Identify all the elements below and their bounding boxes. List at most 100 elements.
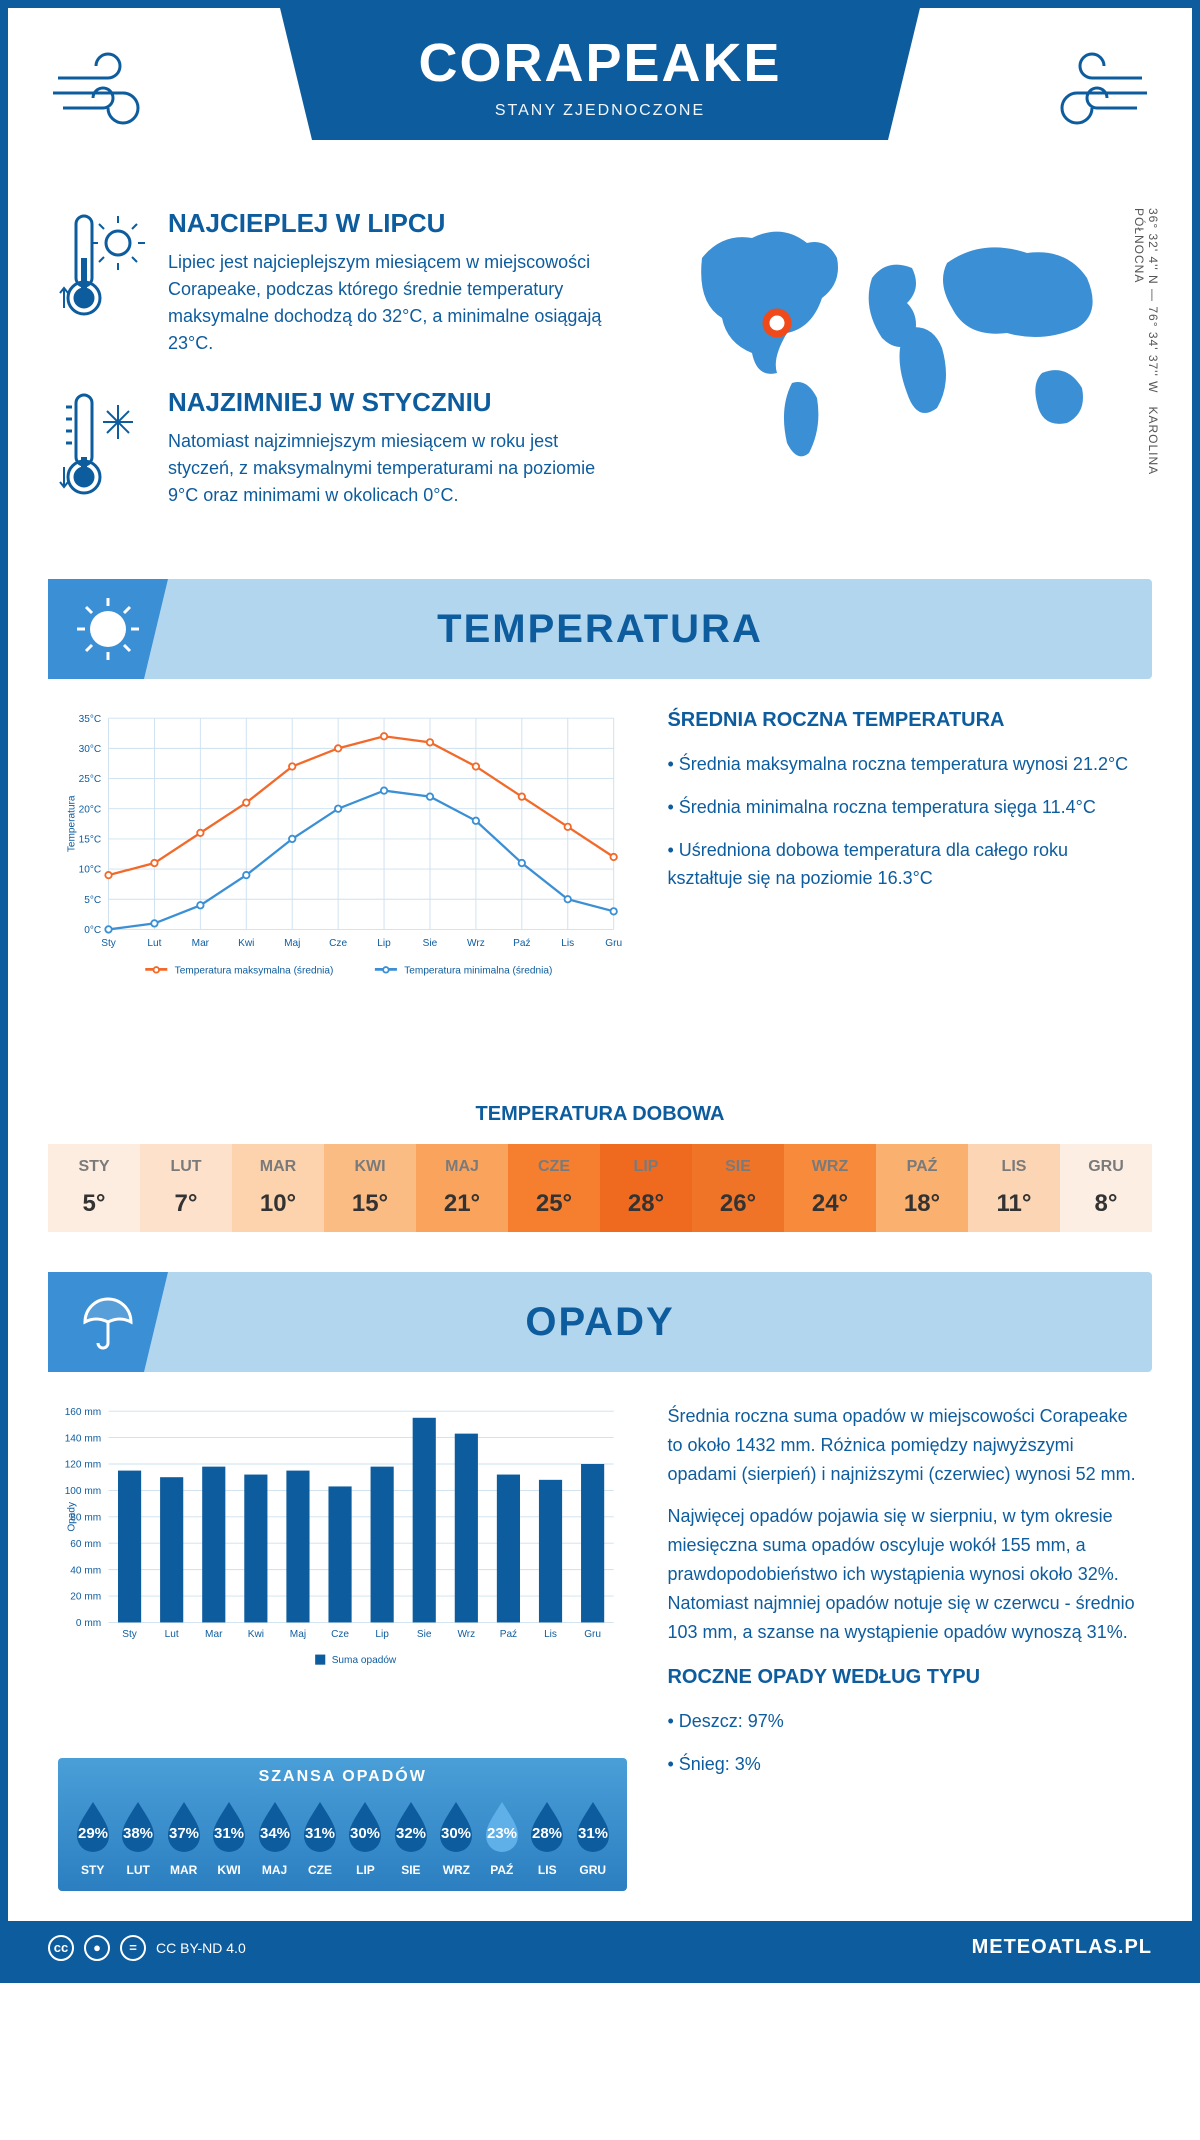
rain-chance-heading: SZANSA OPADÓW: [70, 1768, 615, 1786]
svg-text:Wrz: Wrz: [457, 1629, 475, 1640]
precip-type-rain: • Deszcz: 97%: [667, 1707, 1142, 1736]
license-text: CC BY-ND 4.0: [156, 1940, 246, 1956]
hottest-title: NAJCIEPLEJ W LIPCU: [168, 208, 622, 239]
svg-text:Paź: Paź: [513, 938, 530, 949]
svg-text:Lis: Lis: [561, 938, 574, 949]
temperature-chart: 0°C5°C10°C15°C20°C25°C30°C35°CStyLutMarK…: [58, 709, 627, 1063]
rain-chance-panel: SZANSA OPADÓW 29%STY38%LUT37%MAR31%KWI34…: [58, 1758, 627, 1891]
svg-text:Kwi: Kwi: [238, 938, 254, 949]
temp-summary-heading: ŚREDNIA ROCZNA TEMPERATURA: [667, 709, 1142, 732]
svg-text:5°C: 5°C: [84, 895, 101, 906]
heat-cell: PAŹ18°: [876, 1144, 968, 1232]
rain-drop: 31%CZE: [297, 1798, 342, 1877]
svg-text:40 mm: 40 mm: [70, 1565, 101, 1576]
umbrella-icon: [48, 1272, 168, 1372]
svg-text:Mar: Mar: [192, 938, 210, 949]
intro-section: NAJCIEPLEJ W LIPCU Lipiec jest najcieple…: [8, 188, 1192, 569]
svg-text:Cze: Cze: [329, 938, 347, 949]
heat-cell: LIP28°: [600, 1144, 692, 1232]
sun-icon: [48, 579, 168, 679]
svg-text:37%: 37%: [169, 1825, 199, 1842]
svg-text:Lut: Lut: [147, 938, 161, 949]
world-map: 36° 32' 4'' N — 76° 34' 37'' W KAROLINA …: [662, 208, 1142, 539]
svg-text:10°C: 10°C: [79, 865, 102, 876]
coordinates: 36° 32' 4'' N — 76° 34' 37'' W KAROLINA …: [1132, 208, 1160, 539]
svg-text:Sie: Sie: [417, 1629, 432, 1640]
svg-text:30%: 30%: [350, 1825, 380, 1842]
svg-text:31%: 31%: [305, 1825, 335, 1842]
precipitation-heading: OPADY: [525, 1300, 674, 1345]
svg-text:25°C: 25°C: [79, 774, 102, 785]
title-banner: CORAPEAKE STANY ZJEDNOCZONE: [280, 8, 920, 140]
svg-text:Sie: Sie: [423, 938, 438, 949]
coldest-text: Natomiast najzimniejszym miesiącem w rok…: [168, 428, 622, 509]
svg-text:Suma opadów: Suma opadów: [332, 1655, 397, 1666]
daily-temp-heading: TEMPERATURA DOBOWA: [8, 1103, 1192, 1126]
temperature-summary: ŚREDNIA ROCZNA TEMPERATURA • Średnia mak…: [667, 709, 1142, 1063]
svg-text:100 mm: 100 mm: [65, 1486, 101, 1497]
rain-drop: 34%MAJ: [252, 1798, 297, 1877]
svg-text:Kwi: Kwi: [248, 1629, 264, 1640]
rain-drop: 30%LIP: [343, 1798, 388, 1877]
svg-text:15°C: 15°C: [79, 835, 102, 846]
hottest-text: Lipiec jest najcieplejszym miesiącem w m…: [168, 249, 622, 357]
precip-type-snow: • Śnieg: 3%: [667, 1750, 1142, 1779]
precipitation-summary: Średnia roczna suma opadów w miejscowośc…: [667, 1402, 1142, 1891]
svg-text:23%: 23%: [487, 1825, 517, 1842]
coldest-title: NAJZIMNIEJ W STYCZNIU: [168, 387, 622, 418]
thermometer-hot-icon: [58, 208, 148, 328]
svg-text:32%: 32%: [396, 1825, 426, 1842]
rain-drop: 37%MAR: [161, 1798, 206, 1877]
heat-cell: KWI15°: [324, 1144, 416, 1232]
svg-text:60 mm: 60 mm: [70, 1539, 101, 1550]
heat-cell: STY5°: [48, 1144, 140, 1232]
svg-text:120 mm: 120 mm: [65, 1460, 101, 1471]
svg-text:0°C: 0°C: [84, 925, 101, 936]
temp-bullet: • Uśredniona dobowa temperatura dla całe…: [667, 836, 1142, 894]
svg-text:29%: 29%: [78, 1825, 108, 1842]
svg-text:Maj: Maj: [290, 1629, 306, 1640]
svg-text:28%: 28%: [532, 1825, 562, 1842]
svg-text:Lut: Lut: [165, 1629, 179, 1640]
svg-text:38%: 38%: [123, 1825, 153, 1842]
svg-text:31%: 31%: [578, 1825, 608, 1842]
rain-drop: 28%LIS: [525, 1798, 570, 1877]
rain-drop: 32%SIE: [388, 1798, 433, 1877]
svg-text:Gru: Gru: [605, 938, 622, 949]
svg-text:Maj: Maj: [284, 938, 300, 949]
svg-text:30%: 30%: [441, 1825, 471, 1842]
svg-text:Lip: Lip: [377, 938, 391, 949]
heat-cell: WRZ24°: [784, 1144, 876, 1232]
precip-paragraph: Najwięcej opadów pojawia się w sierpniu,…: [667, 1502, 1142, 1646]
heat-cell: LIS11°: [968, 1144, 1060, 1232]
svg-text:35°C: 35°C: [79, 714, 102, 725]
svg-text:0 mm: 0 mm: [76, 1618, 101, 1629]
svg-text:20°C: 20°C: [79, 804, 102, 815]
wind-icon: [1032, 38, 1152, 153]
daily-temp-table: STY5°LUT7°MAR10°KWI15°MAJ21°CZE25°LIP28°…: [48, 1144, 1152, 1232]
svg-text:Wrz: Wrz: [467, 938, 485, 949]
cc-icon: cc: [48, 1935, 74, 1961]
svg-text:Temperatura maksymalna (średni: Temperatura maksymalna (średnia): [175, 966, 334, 977]
page-title: CORAPEAKE: [280, 32, 920, 94]
svg-text:160 mm: 160 mm: [65, 1407, 101, 1418]
svg-text:Cze: Cze: [331, 1629, 349, 1640]
svg-text:Opady: Opady: [67, 1501, 78, 1532]
precip-type-heading: ROCZNE OPADY WEDŁUG TYPU: [667, 1666, 1142, 1689]
thermometer-cold-icon: [58, 387, 148, 507]
rain-drop: 38%LUT: [115, 1798, 160, 1877]
hottest-block: NAJCIEPLEJ W LIPCU Lipiec jest najcieple…: [58, 208, 622, 357]
svg-text:31%: 31%: [214, 1825, 244, 1842]
heat-cell: LUT7°: [140, 1144, 232, 1232]
svg-text:Lip: Lip: [375, 1629, 389, 1640]
precipitation-section-header: OPADY: [48, 1272, 1152, 1372]
wind-icon: [48, 38, 168, 153]
brand: METEOATLAS.PL: [972, 1936, 1152, 1959]
heat-cell: SIE26°: [692, 1144, 784, 1232]
rain-drop: 29%STY: [70, 1798, 115, 1877]
heat-cell: MAJ21°: [416, 1144, 508, 1232]
svg-text:140 mm: 140 mm: [65, 1433, 101, 1444]
rain-drop: 30%WRZ: [434, 1798, 479, 1877]
svg-text:Mar: Mar: [205, 1629, 223, 1640]
footer: cc ● = CC BY-ND 4.0 METEOATLAS.PL: [8, 1921, 1192, 1975]
